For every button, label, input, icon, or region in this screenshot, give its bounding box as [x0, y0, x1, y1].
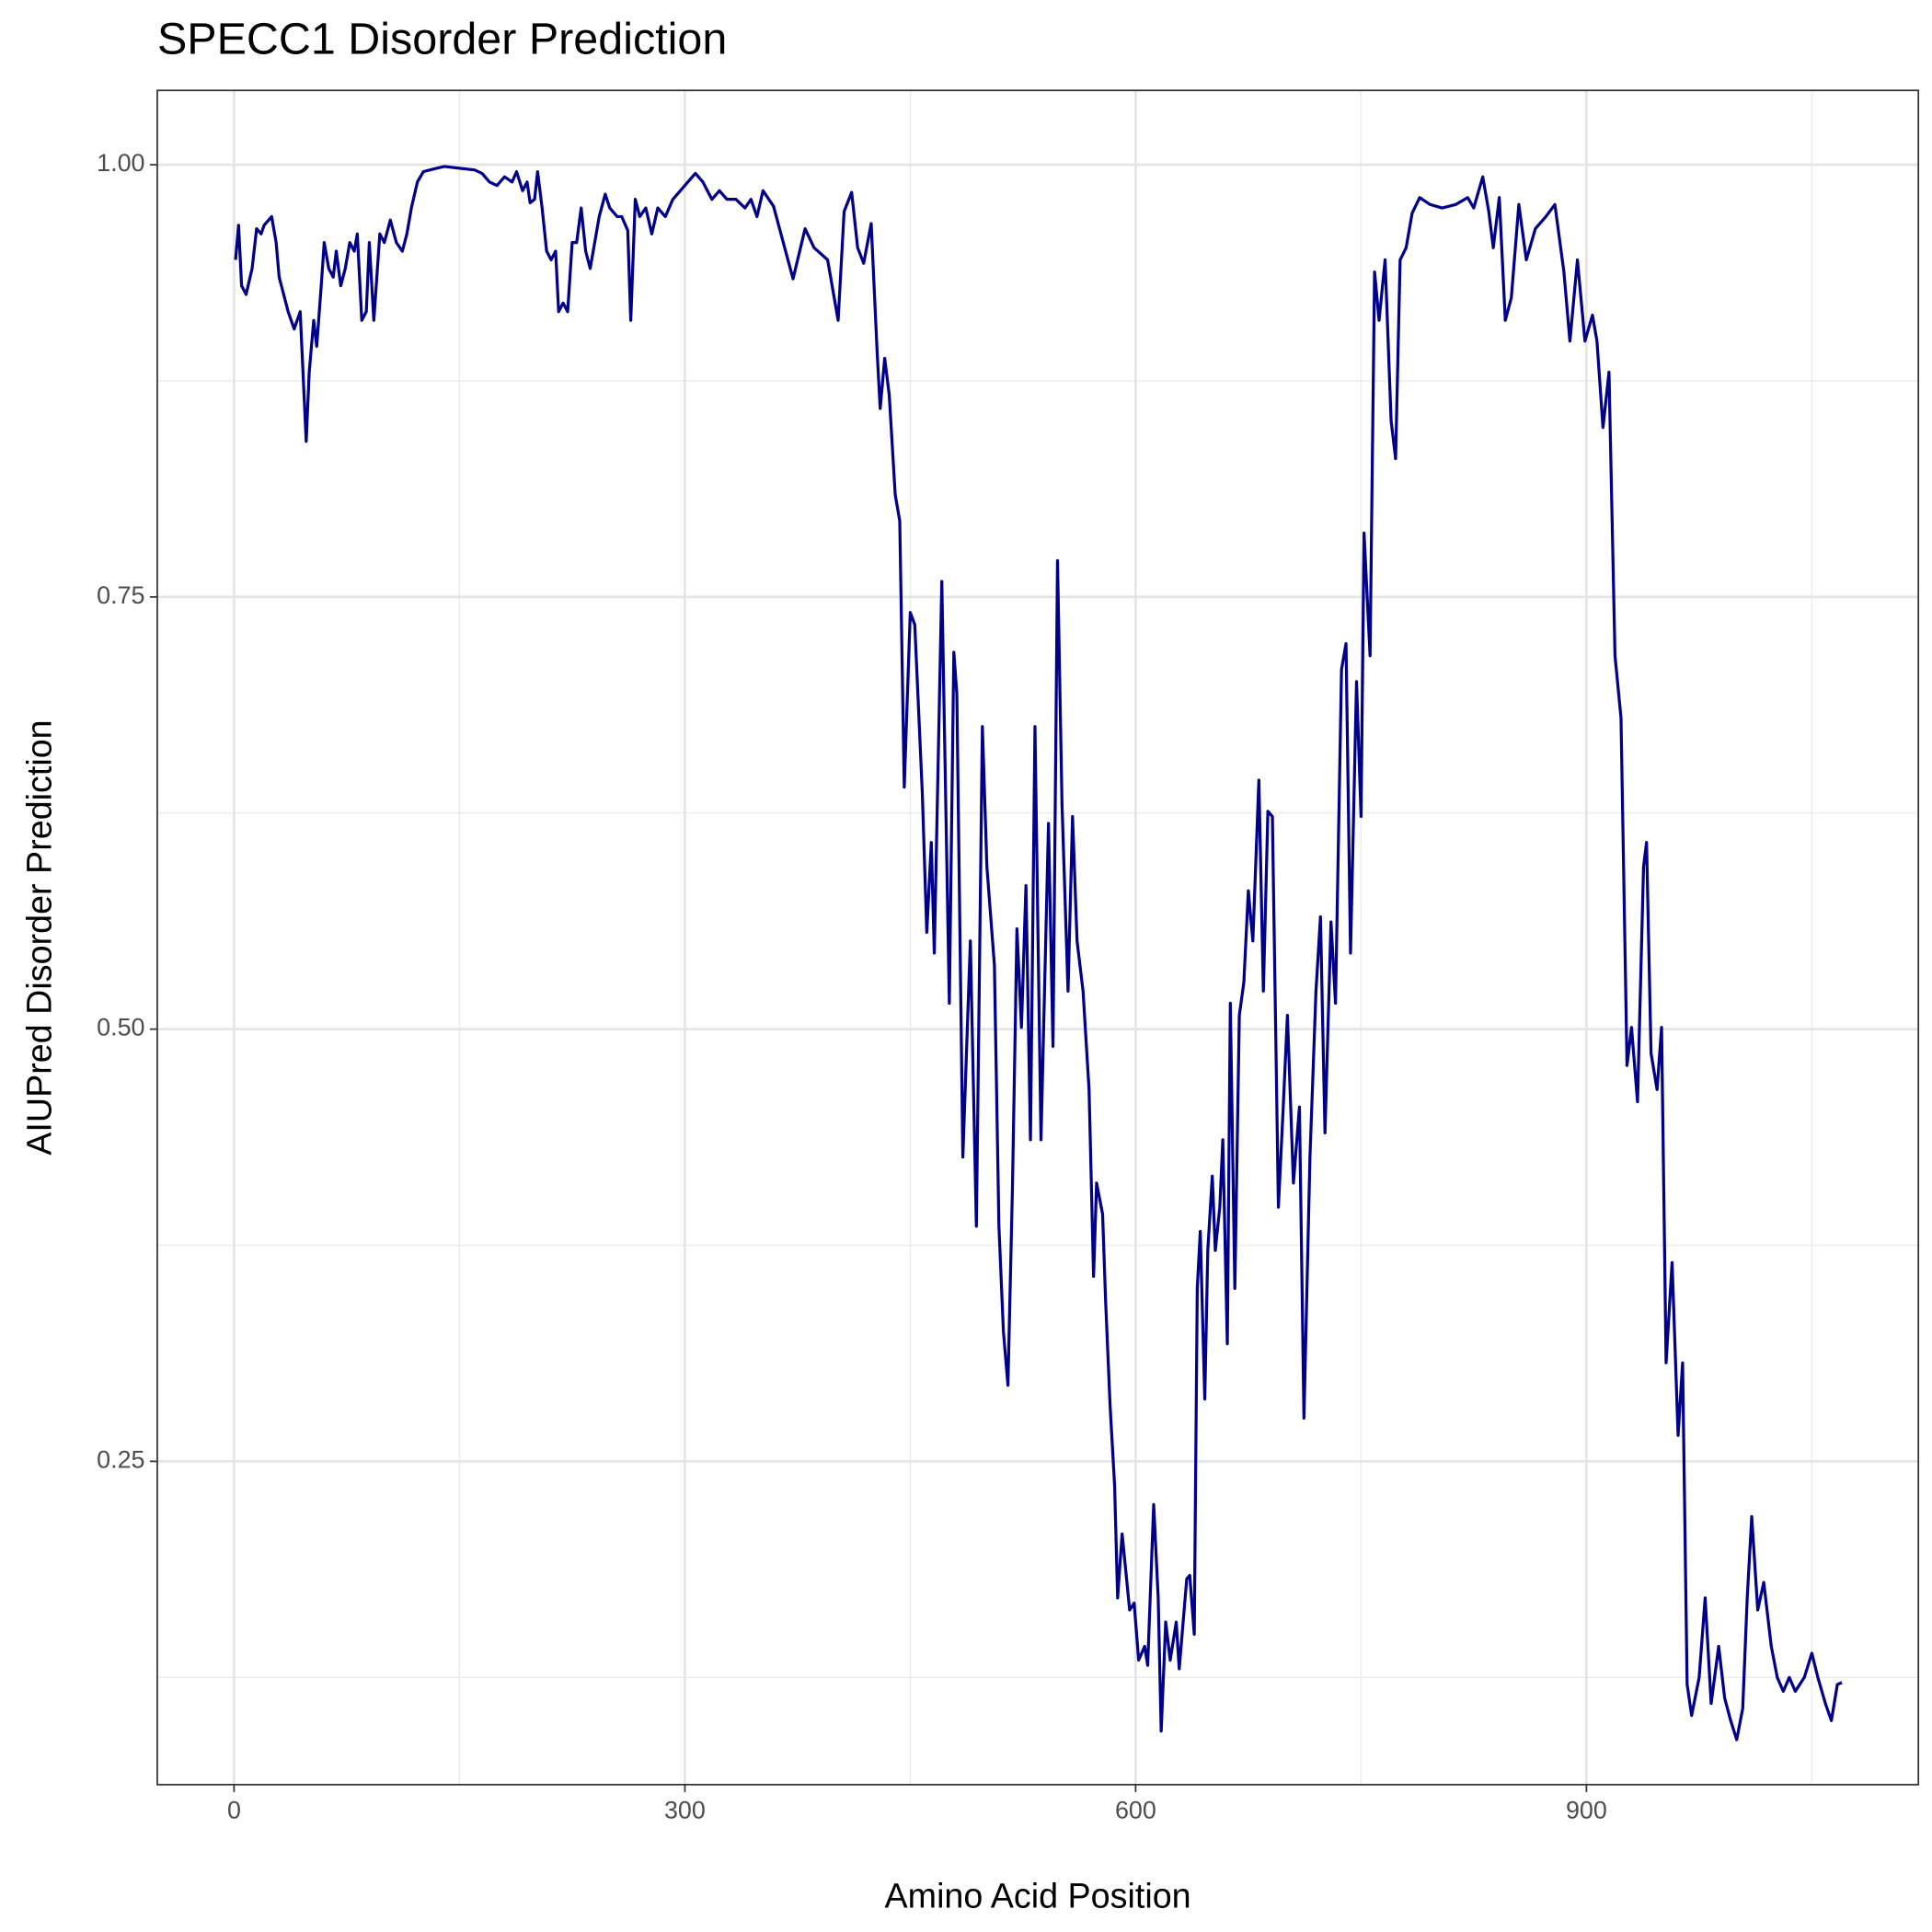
y-tick-label: 0.75	[97, 581, 144, 609]
x-tick-label: 0	[227, 1797, 241, 1824]
y-tick-label: 0.50	[97, 1014, 144, 1041]
chart-title: SPECC1 Disorder Prediction	[157, 15, 727, 64]
grid	[156, 90, 1919, 1785]
x-tick-label: 600	[1115, 1797, 1156, 1824]
x-tick-label: 900	[1566, 1797, 1607, 1824]
y-axis-title: AIUPred Disorder Prediction	[20, 719, 59, 1155]
x-axis-title: Amino Acid Position	[885, 1877, 1191, 1915]
y-tick-label: 0.25	[97, 1446, 144, 1474]
y-tick-label: 1.00	[97, 149, 144, 177]
panel-border	[156, 89, 1920, 1786]
data-line	[234, 165, 1843, 1742]
plot-area	[234, 165, 1843, 1742]
x-tick-label: 300	[664, 1797, 706, 1824]
